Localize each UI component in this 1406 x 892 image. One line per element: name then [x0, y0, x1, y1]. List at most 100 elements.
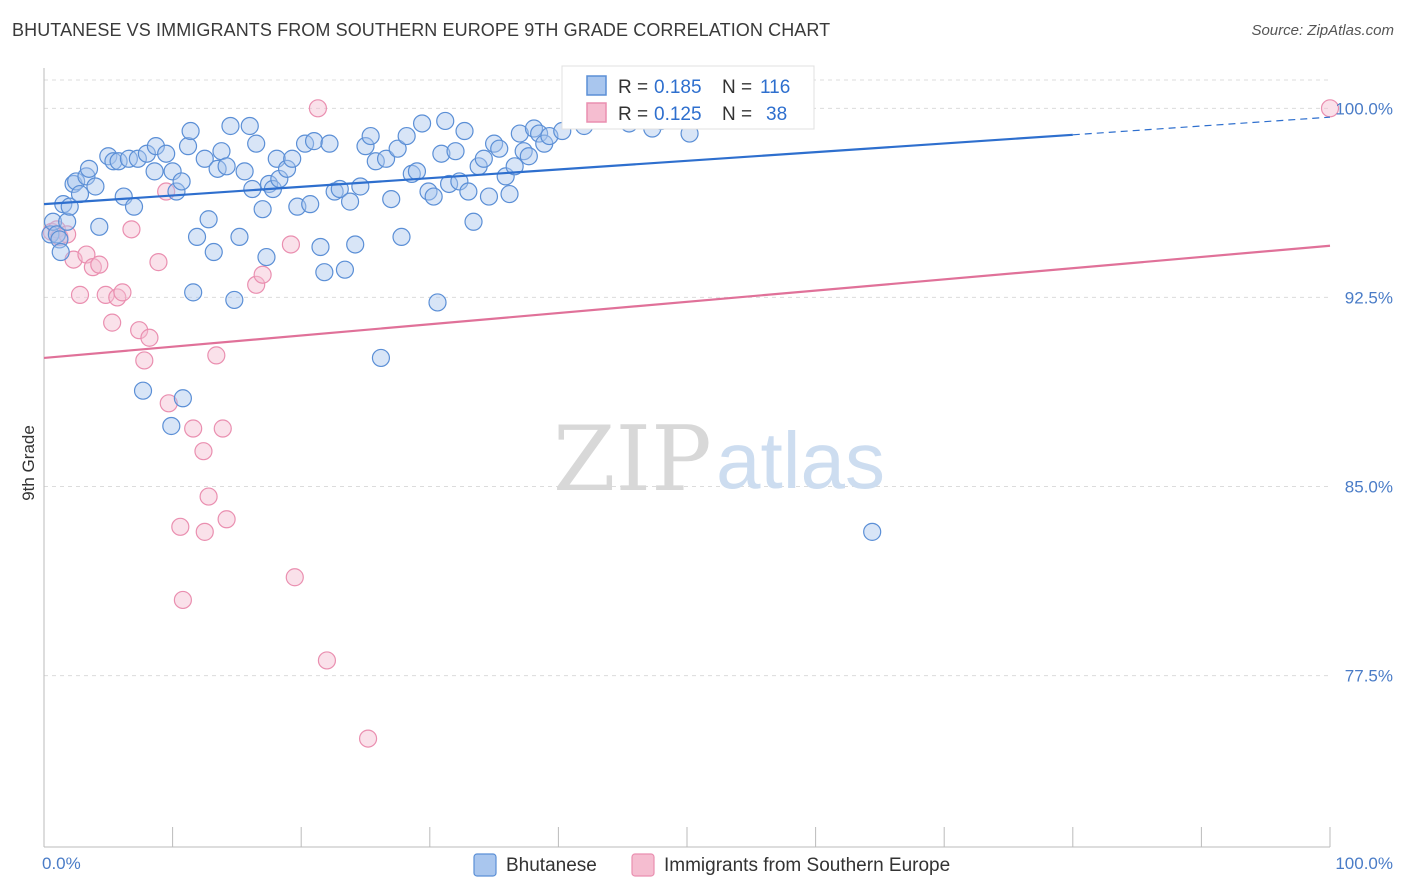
data-point-bhutanese [184, 283, 203, 302]
data-point-bhutanese [146, 137, 165, 156]
watermark-atlas: atlas [716, 416, 885, 505]
data-point-bhutanese [124, 197, 144, 216]
data-point-immigrants [247, 275, 266, 294]
data-point-immigrants [135, 351, 154, 370]
data-point-immigrants [130, 321, 149, 340]
legend-n-label-blue: N = [722, 77, 752, 98]
data-point-bhutanese [382, 189, 401, 209]
bottom-legend-label-bhutanese: Bhutanese [506, 855, 597, 876]
stats-legend: R = 0.185 N = 116 R = 0.125 N = 38 [561, 65, 815, 130]
data-point-bhutanese [235, 162, 254, 181]
data-point-bhutanese [128, 149, 147, 168]
data-point-bhutanese [157, 144, 176, 163]
data-point-bhutanese [514, 142, 533, 161]
data-point-bhutanese [301, 195, 320, 214]
data-point-immigrants [173, 590, 192, 610]
data-point-bhutanese [388, 139, 407, 158]
data-point-bhutanese [195, 149, 214, 168]
legend-n-label-pink: N = [722, 104, 752, 125]
y-tick-labels: 77.5% 85.0% 92.5% 100.0% [1335, 99, 1393, 685]
data-point-bhutanese [187, 227, 207, 247]
source-label: Source: ZipAtlas.com [1251, 22, 1394, 39]
data-point-bhutanese [376, 149, 396, 168]
data-point-immigrants [195, 522, 214, 541]
data-point-bhutanese [217, 157, 236, 176]
axes [43, 68, 1331, 848]
data-point-immigrants [171, 517, 190, 536]
legend-swatch-blue [586, 75, 607, 96]
data-point-bhutanese [479, 187, 499, 206]
trend-lines [43, 116, 1331, 360]
data-point-bhutanese [133, 381, 153, 400]
data-point-immigrants [253, 265, 272, 284]
data-point-bhutanese [459, 182, 478, 201]
x-tick-label-min: 0.0% [42, 854, 81, 873]
data-point-bhutanese [283, 149, 302, 168]
data-point-bhutanese [173, 389, 192, 408]
y-tick-label: 92.5% [1345, 288, 1393, 307]
data-point-immigrants [149, 253, 168, 272]
legend-n-value-pink: 38 [766, 104, 787, 125]
data-point-immigrants [285, 568, 304, 587]
data-point-bhutanese [356, 137, 375, 156]
data-point-bhutanese [490, 139, 509, 158]
data-point-bhutanese [163, 162, 182, 181]
data-point-bhutanese [47, 225, 66, 244]
data-point-bhutanese [90, 217, 109, 236]
data-point-bhutanese [212, 142, 231, 161]
y-tick-label: 100.0% [1335, 99, 1393, 118]
data-point-bhutanese [51, 242, 70, 262]
data-point-bhutanese [257, 247, 276, 267]
data-point-immigrants [90, 255, 109, 274]
bottom-legend: Bhutanese Immigrants from Southern Europ… [473, 853, 950, 877]
data-point-bhutanese [320, 134, 339, 153]
trend-line-bhutanese-extension [1072, 116, 1331, 136]
data-point-bhutanese [204, 242, 223, 262]
data-point-bhutanese [311, 237, 330, 257]
data-point-bhutanese [392, 227, 411, 247]
data-point-bhutanese [455, 121, 474, 141]
data-point-bhutanese [474, 149, 493, 168]
data-point-immigrants [199, 487, 218, 506]
data-point-immigrants [184, 419, 203, 438]
data-point-bhutanese [304, 132, 324, 151]
data-point-immigrants [207, 346, 226, 365]
legend-r-label-pink: R = [618, 104, 648, 125]
data-point-bhutanese [419, 182, 438, 201]
data-point-immigrants [308, 99, 328, 118]
watermark: ZIP atlas [553, 407, 885, 512]
legend-swatch-pink [586, 102, 607, 123]
data-point-immigrants [358, 729, 378, 748]
data-point-bhutanese [230, 227, 249, 247]
data-point-bhutanese [335, 260, 355, 279]
data-point-bhutanese [162, 416, 181, 436]
data-point-immigrants [113, 283, 132, 302]
data-point-bhutanese [181, 121, 200, 141]
data-point-immigrants [108, 288, 127, 307]
legend-r-label-blue: R = [618, 77, 648, 98]
data-point-bhutanese [424, 187, 443, 206]
legend-r-value-blue: 0.185 [654, 77, 702, 98]
bottom-legend-swatch-bhutanese [473, 853, 497, 877]
data-point-immigrants [159, 394, 178, 413]
data-point-bhutanese [172, 172, 191, 191]
data-point-immigrants [70, 285, 90, 304]
trend-line-immigrants [43, 244, 1331, 360]
trend-line-bhutanese [43, 133, 1073, 206]
data-point-bhutanese [505, 157, 524, 176]
bottom-legend-swatch-immigrants [631, 853, 655, 877]
chart-title: BHUTANESE VS IMMIGRANTS FROM SOUTHERN EU… [12, 20, 831, 40]
bottom-legend-label-immigrants: Immigrants from Southern Europe [664, 855, 950, 876]
data-point-bhutanese [253, 200, 272, 219]
data-point-bhutanese [325, 182, 344, 201]
data-point-bhutanese [346, 235, 365, 254]
data-point-bhutanese [221, 116, 240, 136]
data-point-bhutanese [500, 184, 519, 204]
data-point-bhutanese [519, 147, 538, 166]
data-point-bhutanese [371, 348, 391, 368]
data-point-bhutanese [79, 159, 99, 178]
data-point-bhutanese [446, 142, 465, 161]
data-point-bhutanese [412, 114, 432, 133]
data-point-bhutanese [247, 134, 266, 153]
y-axis-label: 9th Grade [19, 425, 38, 501]
